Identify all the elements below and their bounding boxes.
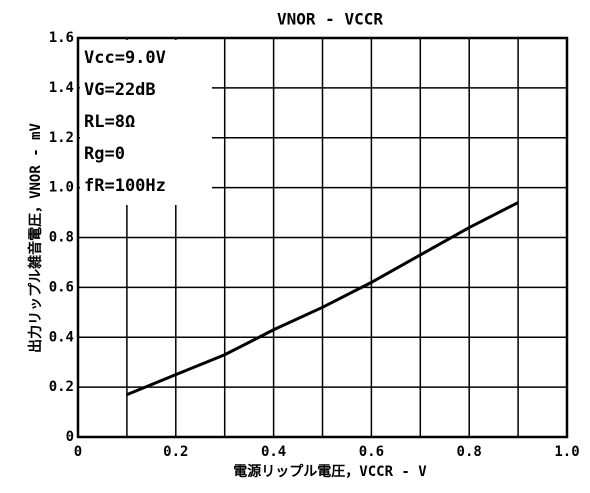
y-tick-label: 1.6 [49, 30, 74, 46]
x-tick-label: 0.4 [261, 444, 286, 460]
y-tick-label: 0.2 [49, 379, 74, 395]
y-tick-label: 1.4 [49, 80, 74, 96]
y-tick-label: 0.8 [49, 230, 74, 246]
x-axis-label: 電源リップル電圧，VCCR - V [233, 463, 427, 480]
x-tick-label: 0.8 [457, 444, 482, 460]
x-tick-label: 0.6 [359, 444, 384, 460]
x-tick-label: 0.2 [163, 444, 188, 460]
plot-frame [76, 36, 569, 439]
annotation: Rg=0 [84, 144, 125, 164]
annotation: Vcc=9.0V [84, 48, 166, 68]
annotation: fR=100Hz [84, 176, 166, 196]
y-tick-label: 0.4 [49, 329, 74, 345]
chart-title: VNOR - VCCR [277, 10, 383, 29]
data-line [126, 201, 519, 396]
x-tick-label: 0 [74, 444, 82, 460]
annotation-box [80, 40, 212, 205]
x-tick-label: 1.0 [554, 444, 579, 460]
y-axis-label: 出力リップル雑音電圧，VNOR - mV [27, 123, 44, 353]
y-tick-label: 1.2 [49, 130, 74, 146]
y-tick-label: 1.0 [49, 180, 74, 196]
y-tick-label: 0 [66, 429, 74, 445]
annotation: VG=22dB [84, 80, 156, 100]
y-tick-label: 0.6 [49, 279, 74, 295]
annotation: RL=8Ω [84, 112, 135, 132]
